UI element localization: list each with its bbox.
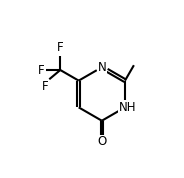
Text: N: N [98, 61, 106, 74]
Text: F: F [38, 64, 45, 77]
Text: NH: NH [119, 101, 136, 114]
Text: F: F [42, 80, 48, 93]
Text: F: F [57, 41, 64, 54]
Text: O: O [97, 135, 107, 148]
